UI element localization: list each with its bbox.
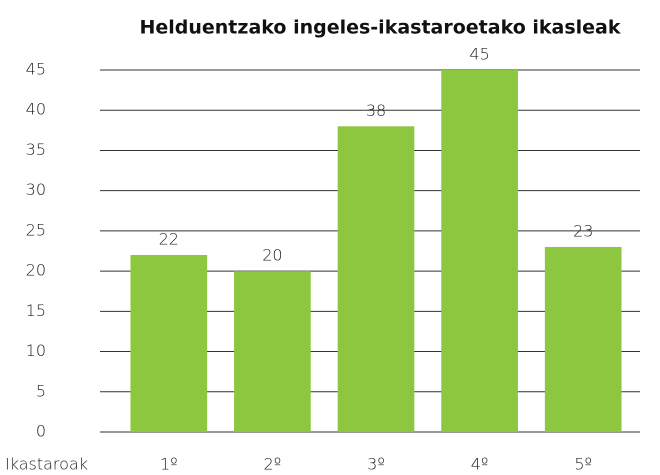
value-label: 22 [159,230,179,249]
y-tick-label: 0 [36,422,46,441]
y-tick-label: 20 [26,261,46,280]
bar [441,70,518,432]
x-tick-label: 3º [367,455,385,474]
y-tick-label: 25 [26,220,46,239]
y-tick-label: 10 [26,341,46,360]
bar [234,271,311,432]
value-label: 23 [573,221,593,240]
chart-title: Helduentzako ingeles-ikastaroetako ikasl… [139,17,620,39]
y-tick-label: 35 [26,140,46,159]
y-tick-label: 30 [26,180,46,199]
y-tick-label: 15 [26,301,46,320]
bar [337,126,415,433]
x-axis-label: Ikastaroak [5,455,88,474]
value-label: 20 [262,246,282,265]
y-tick-label: 5 [36,381,46,400]
bar [544,246,622,432]
y-tick-label: 45 [26,60,46,79]
y-tick-label: 40 [26,100,46,119]
bar [130,255,208,432]
value-label: 45 [469,45,489,64]
x-tick-label: 1º [160,455,178,474]
x-tick-label: 5º [574,455,592,474]
x-tick-label: 4º [471,455,489,474]
x-tick-label: 2º [264,455,282,474]
value-label: 38 [366,101,386,120]
